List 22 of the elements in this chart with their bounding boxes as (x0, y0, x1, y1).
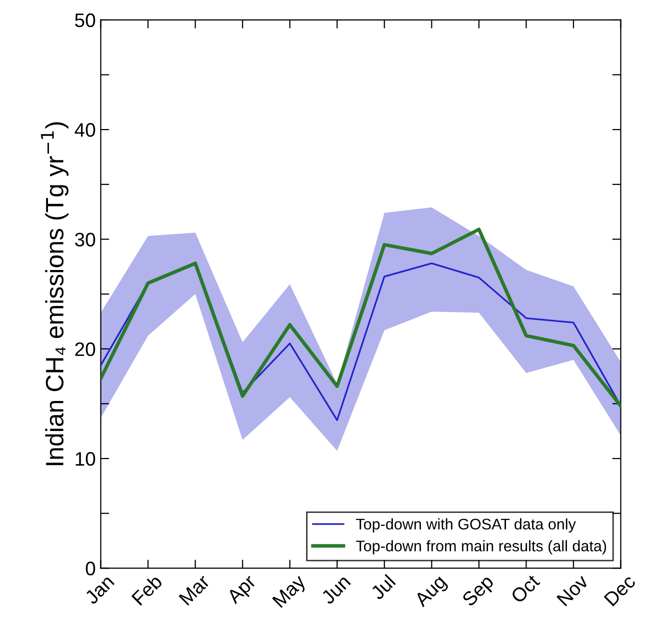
y-tick-label: 50 (75, 13, 96, 28)
line-series (100, 228, 621, 408)
legend-label: Top-down from main results (all data) (356, 540, 606, 554)
y-tick-label: 40 (74, 123, 96, 137)
x-tick-label: Jan (84, 574, 115, 606)
x-tick-label: Aug (414, 574, 450, 610)
x-tick-label: Nov (556, 574, 590, 606)
x-tick-label: May (272, 574, 310, 611)
x-tick-label: Mar (178, 574, 211, 606)
legend-label: Top-down with GOSAT data only (356, 518, 576, 533)
y-tick-label: 0 (86, 562, 96, 576)
y-tick-label: 20 (75, 342, 96, 356)
y-tick-label: 10 (76, 452, 96, 466)
x-tick-label: Feb (130, 574, 163, 606)
x-tick-label: Jul (369, 574, 396, 600)
x-tick-label: Apr (226, 574, 260, 608)
y-axis-title: Indian CH₄ emissions (Tg yr$^{−1}$) (40, 122, 68, 466)
x-tick-label: Oct (510, 574, 540, 604)
y-tick-label: 30 (75, 232, 96, 246)
x-tick-label: Jun (320, 574, 351, 606)
x-tick-label: Sep (461, 574, 497, 610)
x-tick-label: Dec (604, 574, 636, 606)
